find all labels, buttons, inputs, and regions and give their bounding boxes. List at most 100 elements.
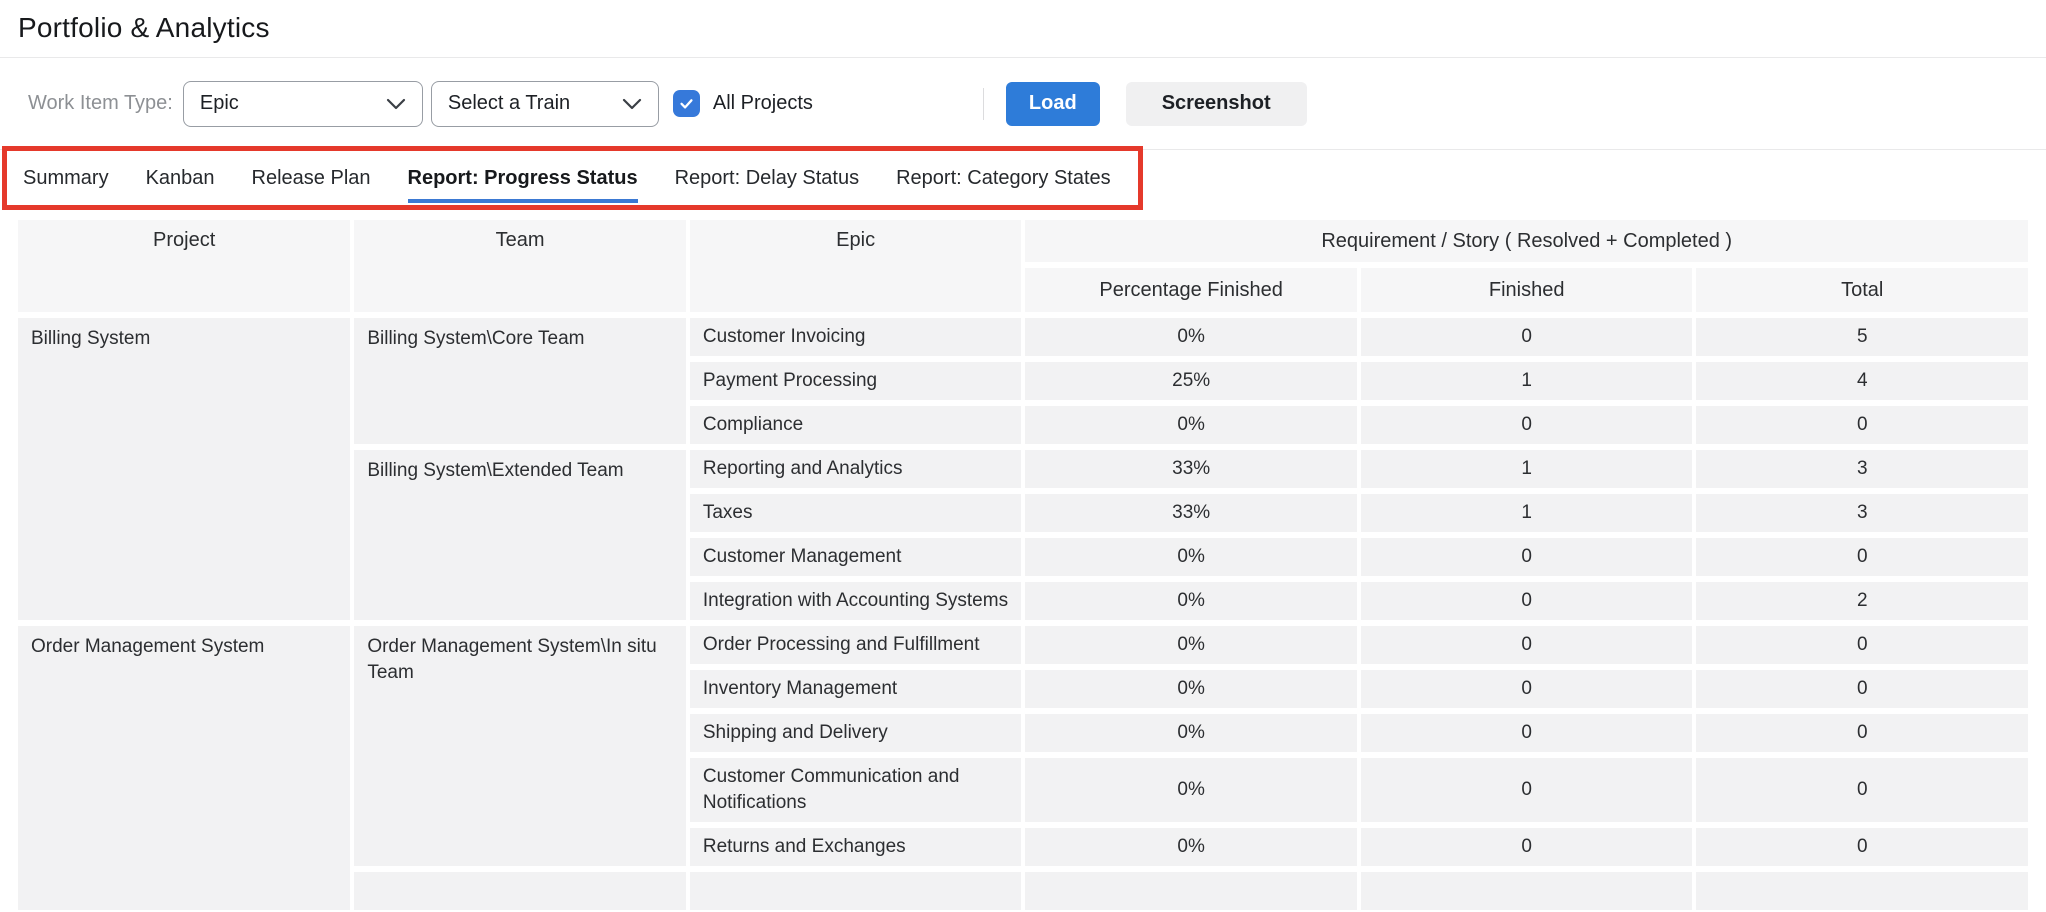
tab-kanban[interactable]: Kanban [145, 166, 215, 189]
total-cell: 5 [1696, 318, 2028, 356]
project-cell: Order Management System [18, 626, 351, 910]
tab-bar: Summary Kanban Release Plan Report: Progres… [7, 151, 1138, 205]
table-row: Inventory Management 0% 0 0 [18, 670, 2028, 708]
total-cell: 3 [1696, 494, 2028, 532]
finished-cell: 0 [1360, 626, 1693, 664]
epic-cell: Payment Processing [689, 362, 1022, 400]
total-cell [1696, 872, 2028, 910]
tab-report-category-states[interactable]: Report: Category States [896, 166, 1111, 189]
total-cell: 2 [1696, 582, 2028, 620]
tab-summary[interactable]: Summary [23, 166, 109, 189]
finished-cell: 0 [1360, 318, 1693, 356]
epic-cell: Customer Management [689, 538, 1022, 576]
total-cell: 0 [1696, 406, 2028, 444]
page-title: Portfolio & Analytics [18, 12, 270, 43]
finished-cell: 0 [1360, 538, 1693, 576]
report-table-wrap: Project Team Epic Requirement / Story ( … [14, 214, 2032, 912]
column-header-project: Project [18, 220, 351, 312]
finished-cell: 0 [1360, 406, 1693, 444]
work-item-type-value: Epic [199, 92, 239, 114]
table-row [18, 872, 2028, 910]
tabs-annotation-box: Summary Kanban Release Plan Report: Progres… [2, 146, 1143, 210]
percentage-finished-cell: 33% [1025, 450, 1357, 488]
percentage-finished-cell: 0% [1025, 714, 1357, 752]
train-select[interactable]: Select a Train [430, 80, 659, 127]
team-cell: Billing System\Core Team [354, 318, 686, 444]
epic-cell: Compliance [689, 406, 1022, 444]
percentage-finished-cell: 0% [1025, 582, 1357, 620]
table-row: Returns and Exchanges 0% 0 0 [18, 828, 2028, 866]
finished-cell: 0 [1360, 758, 1693, 822]
column-header-percentage-finished: Percentage Finished [1025, 268, 1357, 312]
epic-cell [689, 872, 1022, 910]
finished-cell [1360, 872, 1693, 910]
table-row: Order Management System Order Management … [18, 626, 2028, 910]
team-cell: Billing System\Extended Team [354, 450, 686, 620]
total-cell: 0 [1696, 626, 2028, 664]
table-row: Billing System Billing System\Core Team Cu… [18, 318, 2028, 620]
work-item-type-select[interactable]: Epic [182, 80, 423, 127]
tab-release-plan[interactable]: Release Plan [251, 166, 371, 189]
column-header-epic: Epic [689, 220, 1022, 312]
total-cell: 0 [1696, 714, 2028, 752]
column-header-finished: Finished [1360, 268, 1693, 312]
epic-cell: Inventory Management [689, 670, 1022, 708]
finished-cell: 0 [1360, 582, 1693, 620]
table-body: Billing System Billing System\Core Team Cu… [18, 318, 2028, 910]
epic-cell: Shipping and Delivery [689, 714, 1022, 752]
table-subheader-row: Percentage Finished Finished Total [18, 268, 2028, 312]
load-button[interactable]: Load [1005, 81, 1100, 126]
column-header-team: Team [354, 220, 686, 312]
column-header-total: Total [1696, 268, 2028, 312]
finished-cell: 1 [1360, 450, 1693, 488]
percentage-finished-cell: 0% [1025, 828, 1357, 866]
table-row: Customer Communication and Notifications… [18, 758, 2028, 822]
epic-cell: Order Processing and Fulfillment [689, 626, 1022, 664]
percentage-finished-cell: 0% [1025, 626, 1357, 664]
project-cell: Billing System [18, 318, 351, 620]
progress-status-table: Project Team Epic Requirement / Story ( … [14, 214, 2032, 912]
total-cell: 4 [1696, 362, 2028, 400]
total-cell: 0 [1696, 828, 2028, 866]
percentage-finished-cell: 0% [1025, 758, 1357, 822]
chevron-down-icon [622, 98, 642, 110]
chevron-down-icon [386, 98, 406, 110]
percentage-finished-cell [1025, 872, 1357, 910]
team-cell: Order Management System\In situ Team [354, 626, 686, 866]
finished-cell: 1 [1360, 362, 1693, 400]
percentage-finished-cell: 0% [1025, 538, 1357, 576]
total-cell: 0 [1696, 538, 2028, 576]
table-header-row: Project Team Epic Requirement / Story ( … [18, 220, 2028, 312]
total-cell: 0 [1696, 670, 2028, 708]
percentage-finished-cell: 33% [1025, 494, 1357, 532]
header-divider [0, 57, 2046, 58]
checkmark-icon [678, 95, 695, 112]
epic-cell: Integration with Accounting Systems [689, 582, 1022, 620]
table-row: Customer Management 0% 0 0 [18, 538, 2028, 576]
epic-cell: Reporting and Analytics [689, 450, 1022, 488]
finished-cell: 0 [1360, 670, 1693, 708]
table-row: Compliance 0% 0 0 [18, 406, 2028, 444]
train-select-value: Select a Train [447, 92, 571, 114]
epic-cell: Taxes [689, 494, 1022, 532]
all-projects-checkbox[interactable] [672, 90, 700, 117]
table-row: Integration with Accounting Systems 0% 0 2 [18, 582, 2028, 620]
total-cell: 0 [1696, 758, 2028, 822]
table-row: Shipping and Delivery 0% 0 0 [18, 714, 2028, 752]
work-item-type-label: Work Item Type: [28, 92, 173, 114]
table-row: Payment Processing 25% 1 4 [18, 362, 2028, 400]
column-header-requirement-story: Requirement / Story ( Resolved + Complet… [1025, 220, 2028, 262]
epic-cell: Returns and Exchanges [689, 828, 1022, 866]
epic-cell: Customer Invoicing [689, 318, 1022, 356]
percentage-finished-cell: 0% [1025, 406, 1357, 444]
epic-cell: Customer Communication and Notifications [689, 758, 1022, 822]
tab-report-progress-status[interactable]: Report: Progress Status [407, 166, 638, 203]
percentage-finished-cell: 25% [1025, 362, 1357, 400]
tab-report-delay-status[interactable]: Report: Delay Status [674, 166, 860, 189]
all-projects-label: All Projects [712, 92, 813, 114]
finished-cell: 1 [1360, 494, 1693, 532]
percentage-finished-cell: 0% [1025, 318, 1357, 356]
table-row: Taxes 33% 1 3 [18, 494, 2028, 532]
screenshot-button[interactable]: Screenshot [1125, 81, 1307, 126]
toolbar: Work Item Type: Epic Select a Train All … [0, 58, 2046, 150]
